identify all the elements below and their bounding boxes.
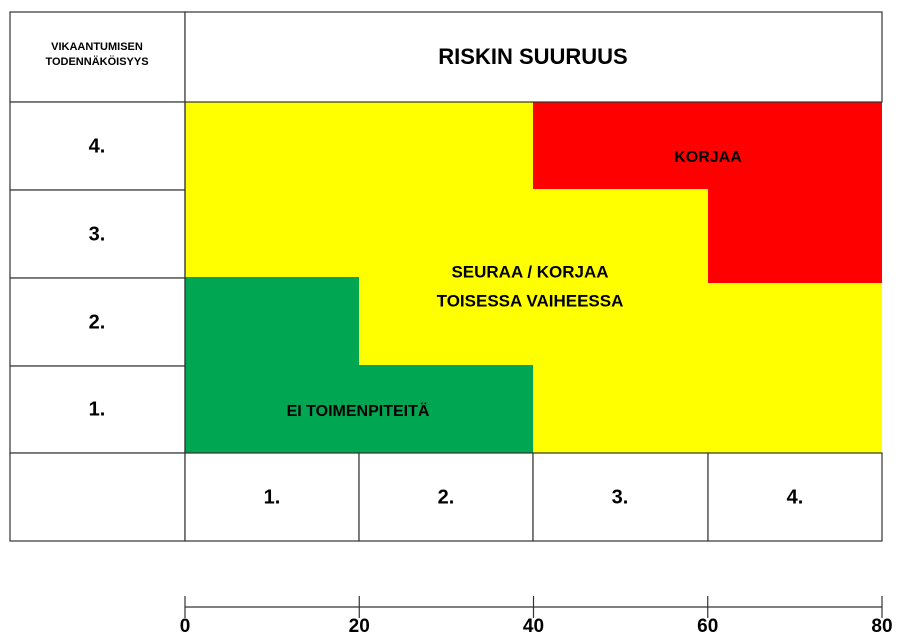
scale-label: 40 <box>523 616 544 637</box>
column-label: 1. <box>264 486 281 508</box>
scale-label: 80 <box>871 616 892 637</box>
scale-label: 20 <box>349 616 370 637</box>
corner-cell <box>9 452 186 542</box>
column-cell <box>532 452 709 542</box>
header-label: TODENNÄKÖISYYS <box>45 55 148 68</box>
zone-label: EI TOIMENPITEITÄ <box>287 402 430 420</box>
column-label: 3. <box>612 486 629 508</box>
scale-label: 60 <box>697 616 718 637</box>
column-label: 4. <box>787 486 804 508</box>
zone-label: SEURAA / KORJAA <box>451 262 608 281</box>
header-title: RISKIN SUURUUS <box>438 44 627 69</box>
row-label: 2. <box>89 311 106 333</box>
column-cell <box>358 452 534 542</box>
row-cell <box>9 277 186 367</box>
fix-zone <box>533 102 882 283</box>
column-label: 2. <box>438 486 455 508</box>
header-cell <box>9 11 186 103</box>
column-cell <box>707 452 883 542</box>
row-label: 4. <box>89 135 106 157</box>
none-zone <box>185 277 533 453</box>
header-cell <box>184 11 883 103</box>
zone-label: TOISESSA VAIHEESSA <box>437 291 624 310</box>
scale-label: 0 <box>180 616 191 637</box>
column-cell <box>184 452 360 542</box>
header-label: VIKAANTUMISEN <box>51 41 143 53</box>
row-label: 1. <box>89 398 106 420</box>
zone-label: KORJAA <box>674 149 742 166</box>
row-label: 3. <box>89 223 106 245</box>
